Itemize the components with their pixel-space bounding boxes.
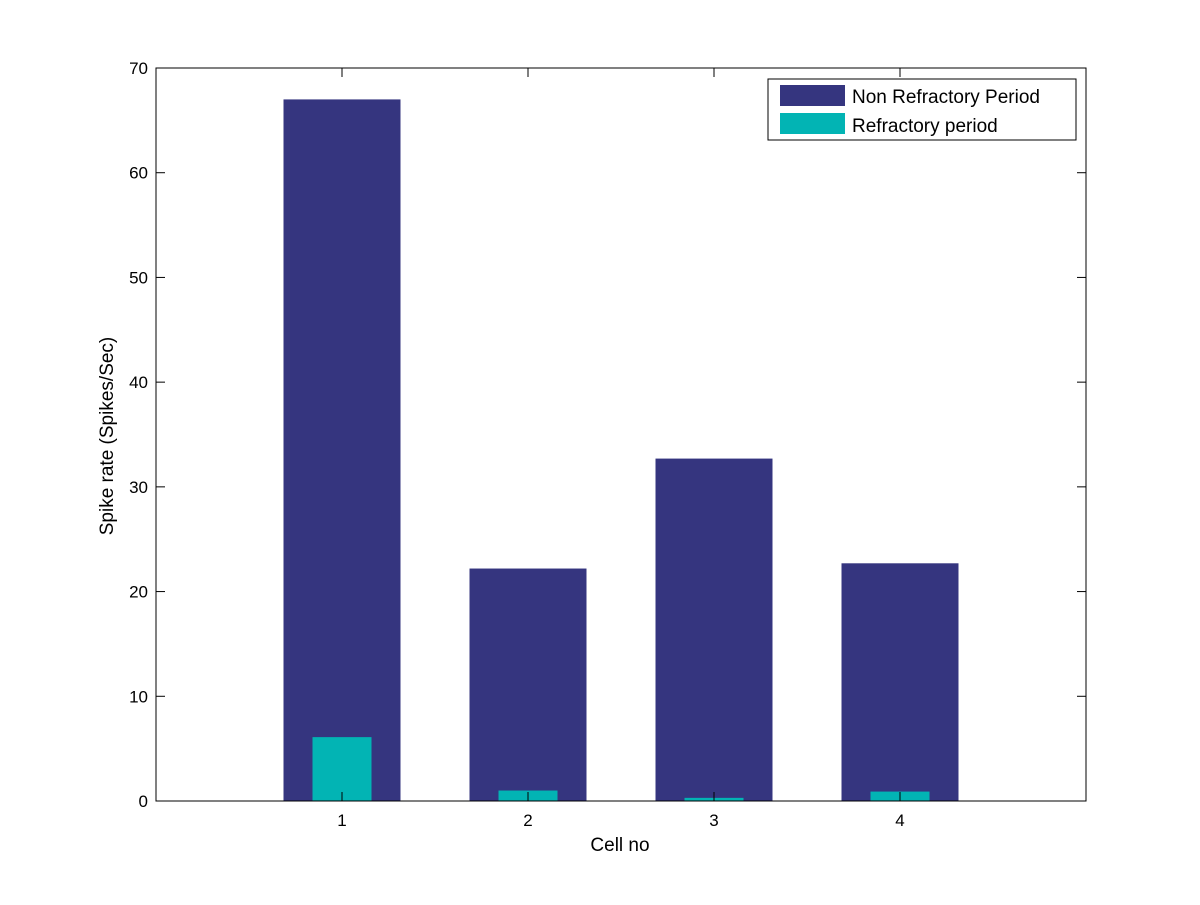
y-tick-label: 60 (129, 164, 148, 183)
bars-layer (283, 99, 959, 801)
x-tick-label-cell-1: 1 (337, 811, 346, 830)
x-tick-label-cell-2: 2 (523, 811, 532, 830)
ticks-layer: 0 10 20 30 40 50 60 70 1 2 3 4 (129, 59, 1086, 830)
y-axis-label: Spike rate (Spikes/Sec) (97, 337, 118, 536)
legend-label-refractory: Refractory period (852, 116, 998, 137)
bar-non-refractory-cell-2 (469, 568, 587, 801)
plot-frame (155, 67, 1087, 802)
legend: Non Refractory Period Refractory period (767, 78, 1077, 141)
legend-label-non-refractory: Non Refractory Period (852, 87, 1040, 108)
y-tick-label: 0 (139, 792, 148, 811)
y-tick-label: 40 (129, 373, 148, 392)
x-axis-label: Cell no (590, 835, 649, 856)
legend-swatch-non-refractory (780, 85, 845, 106)
x-tick-label-cell-3: 3 (709, 811, 718, 830)
bar-non-refractory-cell-4 (841, 563, 959, 801)
y-tick-label: 30 (129, 478, 148, 497)
y-tick-label: 10 (129, 687, 148, 706)
x-tick-label-cell-4: 4 (895, 811, 904, 830)
bar-non-refractory-cell-1 (283, 99, 401, 801)
legend-swatch-refractory (780, 113, 845, 134)
bar-non-refractory-cell-3 (655, 458, 773, 801)
bar-refractory-cell-1 (312, 737, 372, 801)
y-tick-label: 70 (129, 59, 148, 78)
y-tick-label: 20 (129, 583, 148, 602)
y-tick-label: 50 (129, 268, 148, 287)
